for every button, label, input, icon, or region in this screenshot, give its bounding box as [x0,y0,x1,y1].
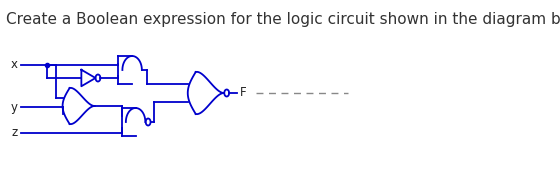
Text: F: F [240,86,246,99]
Text: y: y [11,100,18,114]
Text: x: x [11,58,18,71]
Text: Create a Boolean expression for the logic circuit shown in the diagram below?: Create a Boolean expression for the logi… [6,12,560,27]
Text: z: z [12,127,18,140]
